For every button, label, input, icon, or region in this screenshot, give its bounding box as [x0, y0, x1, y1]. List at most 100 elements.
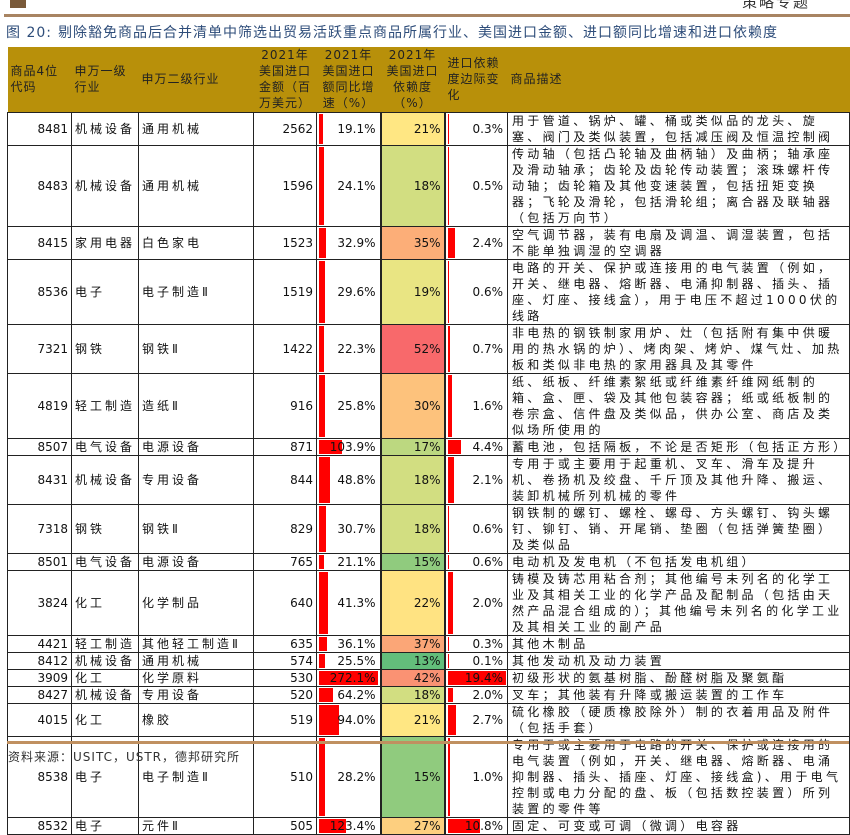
growth-value: 103.9%: [317, 439, 380, 455]
amount-cell: 505: [254, 817, 317, 834]
col-header: 商品描述: [508, 47, 850, 112]
amount-cell: 574: [254, 652, 317, 669]
sw1-cell: 机械设备: [72, 145, 139, 226]
amount-cell: 1422: [254, 324, 317, 373]
amount-cell: 1596: [254, 145, 317, 226]
code-cell: 7318: [8, 504, 72, 553]
growth-value: 64.2%: [317, 687, 380, 703]
change-cell: 0.3%: [445, 112, 508, 145]
growth-cell: 64.2%: [317, 686, 381, 703]
sw2-cell: 专用设备: [139, 686, 254, 703]
sw1-cell: 机械设备: [72, 652, 139, 669]
growth-cell: 19.1%: [317, 112, 381, 145]
growth-value: 29.6%: [317, 284, 380, 300]
col-header: 2021年美国进口额同比增速（%）: [317, 47, 381, 112]
growth-value: 21.1%: [317, 554, 380, 570]
code-cell: 8532: [8, 817, 72, 834]
sw2-cell: 通用机械: [139, 112, 254, 145]
sw2-cell: 其他轻工制造Ⅱ: [139, 635, 254, 652]
description-cell: 专用于或主要用于起重机、叉车、滑车及提升机、卷扬机及绞盘、千斤顶及其他升降、搬运…: [508, 455, 850, 504]
amount-cell: 530: [254, 669, 317, 686]
description-cell: 电路的开关、保护或连接用的电气装置（例如，开关、继电器、熔断器、电涌抑制器、插头…: [508, 259, 850, 324]
sw1-cell: 机械设备: [72, 112, 139, 145]
col-header: 2021年美国进口金额（百万美元）: [254, 47, 317, 112]
code-cell: 3909: [8, 669, 72, 686]
description-cell: 空气调节器，装有电扇及调温、调湿装置，包括不能单独调湿的空调器: [508, 226, 850, 259]
amount-cell: 1519: [254, 259, 317, 324]
figure-label: 图 20:: [6, 25, 52, 41]
description-cell: 用于管道、锅炉、罐、桶或类似品的龙头、旋塞、阀门及类似装置，包括减压阀及恒温控制…: [508, 112, 850, 145]
code-cell: 8431: [8, 455, 72, 504]
table-row: 4015 化工 橡胶 519 94.0% 21% 2.7% 硫化橡胶（硬质橡胶除…: [8, 703, 850, 736]
growth-value: 41.3%: [317, 595, 380, 611]
sw2-cell: 电源设备: [139, 553, 254, 570]
amount-cell: 510: [254, 736, 317, 817]
table-row: 7318 钢铁 钢铁Ⅱ 829 30.7% 18% 0.6% 钢铁制的螺钉、螺栓…: [8, 504, 850, 553]
description-cell: 叉车；其他装有升降或搬运装置的工作车: [508, 686, 850, 703]
description-cell: 其他发动机及动力装置: [508, 652, 850, 669]
amount-cell: 635: [254, 635, 317, 652]
sw2-cell: 化学原料: [139, 669, 254, 686]
growth-cell: 21.1%: [317, 553, 381, 570]
table-row: 8415 家用电器 白色家电 1523 32.9% 35% 2.4% 空气调节器…: [8, 226, 850, 259]
growth-cell: 32.9%: [317, 226, 381, 259]
change-cell: 0.6%: [445, 553, 508, 570]
dependence-cell: 15%: [381, 553, 445, 570]
change-value: 0.1%: [446, 653, 508, 669]
change-cell: 0.3%: [445, 635, 508, 652]
amount-cell: 871: [254, 438, 317, 455]
sw1-cell: 钢铁: [72, 504, 139, 553]
table-row: 8481 机械设备 通用机械 2562 19.1% 21% 0.3% 用于管道、…: [8, 112, 850, 145]
description-cell: 硫化橡胶（硬质橡胶除外）制的衣着用品及附件（包括手套）: [508, 703, 850, 736]
header-row: 商品4位代码 申万一级行业 申万二级行业 2021年美国进口金额（百万美元） 2…: [8, 47, 850, 112]
change-value: 2.7%: [446, 712, 508, 728]
change-value: 0.3%: [446, 121, 508, 137]
growth-cell: 48.8%: [317, 455, 381, 504]
sw1-cell: 轻工制造: [72, 373, 139, 438]
code-cell: 8481: [8, 112, 72, 145]
description-cell: 固定、可变或可调（微调）电容器: [508, 817, 850, 834]
sw2-cell: 通用机械: [139, 145, 254, 226]
code-cell: 4421: [8, 635, 72, 652]
change-cell: 0.6%: [445, 259, 508, 324]
dependence-cell: 18%: [381, 686, 445, 703]
change-value: 2.0%: [446, 687, 508, 703]
dependence-cell: 22%: [381, 570, 445, 635]
growth-value: 48.8%: [317, 472, 380, 488]
code-cell: 8507: [8, 438, 72, 455]
dependence-cell: 21%: [381, 703, 445, 736]
dependence-cell: 19%: [381, 259, 445, 324]
growth-value: 32.9%: [317, 235, 380, 251]
change-cell: 1.0%: [445, 736, 508, 817]
figure-caption: 剔除豁免商品后合并清单中筛选出贸易活跃重点商品所属行业、美国进口金额、进口额同比…: [58, 25, 778, 41]
dependence-cell: 37%: [381, 635, 445, 652]
report-type: 策略专题: [742, 0, 810, 12]
sw2-cell: 钢铁Ⅱ: [139, 324, 254, 373]
sw1-cell: 电气设备: [72, 438, 139, 455]
sw1-cell: 钢铁: [72, 324, 139, 373]
change-cell: 2.4%: [445, 226, 508, 259]
code-cell: 8415: [8, 226, 72, 259]
growth-value: 24.1%: [317, 178, 380, 194]
growth-cell: 24.1%: [317, 145, 381, 226]
change-value: 0.7%: [446, 341, 508, 357]
table-row: 8483 机械设备 通用机械 1596 24.1% 18% 0.5% 传动轴（包…: [8, 145, 850, 226]
change-cell: 2.0%: [445, 686, 508, 703]
growth-value: 25.5%: [317, 653, 380, 669]
sw1-cell: 电子: [72, 259, 139, 324]
change-cell: 2.1%: [445, 455, 508, 504]
description-cell: 传动轴（包括凸轮轴及曲柄轴）及曲柄；轴承座及滑动轴承；齿轮及齿轮传动装置；滚珠螺…: [508, 145, 850, 226]
sw1-cell: 机械设备: [72, 686, 139, 703]
table-row: 4421 轻工制造 其他轻工制造Ⅱ 635 36.1% 37% 0.3% 其他木…: [8, 635, 850, 652]
change-value: 10.8%: [446, 818, 508, 834]
change-cell: 0.1%: [445, 652, 508, 669]
table-row: 7321 钢铁 钢铁Ⅱ 1422 22.3% 52% 0.7% 非电热的钢铁制家…: [8, 324, 850, 373]
sw2-cell: 通用机械: [139, 652, 254, 669]
change-value: 0.5%: [446, 178, 508, 194]
sw1-cell: 化工: [72, 669, 139, 686]
growth-value: 36.1%: [317, 636, 380, 652]
amount-cell: 829: [254, 504, 317, 553]
code-cell: 8483: [8, 145, 72, 226]
sw1-cell: 化工: [72, 570, 139, 635]
growth-cell: 29.6%: [317, 259, 381, 324]
